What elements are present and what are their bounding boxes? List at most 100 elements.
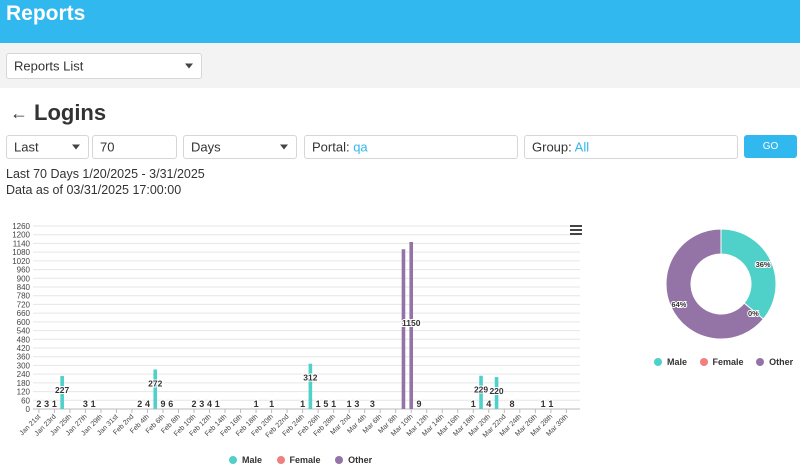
donut-legend-item-male[interactable]: Male [654,357,687,367]
bar-data-label: 2 [192,399,197,409]
donut-slice-other[interactable] [665,228,765,340]
bar-data-label: 8 [510,399,515,409]
bar-data-label: 2 [36,399,41,409]
y-tick-label: 840 [17,283,31,292]
bar-data-label: 1 [548,399,553,409]
bar-data-label: 9 [416,399,421,409]
x-tick-label: Jan 29th [80,413,104,437]
legend-female-label: Female [289,455,321,465]
x-tick-label: Jan 21st [19,413,43,437]
go-button[interactable]: GO [744,135,797,158]
reports-list-dropdown[interactable]: Reports List [6,53,202,79]
donut-legend-item-female[interactable]: Female [699,357,744,367]
bar-data-label: 1 [471,399,476,409]
range-type-dropdown[interactable]: Last [6,135,89,159]
donut-slice-label: 64% [671,300,686,309]
bar-data-label: 1 [254,399,259,409]
range-value-input[interactable]: 70 [92,135,177,159]
x-tick-label: Mar 26th [514,413,539,438]
x-tick-label: Feb 24th [282,413,307,438]
range-unit-dropdown[interactable]: Days [183,135,297,159]
bar-male[interactable] [494,377,499,409]
bar-male[interactable] [479,375,483,409]
x-tick-label: Jan 23rd [34,413,58,437]
y-tick-label: 960 [17,266,31,275]
group-label: Group: [532,139,572,155]
bar-data-label: 1 [316,399,321,409]
bar-data-label: 227 [55,385,69,395]
bar-data-label: 4 [486,399,491,409]
x-tick-label: Mar 8th [377,413,399,435]
bar-data-label: 1 [300,399,305,409]
bar-data-label: 272 [148,378,162,388]
donut-slice-label: 0% [748,309,759,318]
x-tick-label: Mar 14th [421,413,446,438]
x-tick-label: Jan 31st [96,413,120,437]
bar-data-label: 5 [323,399,328,409]
legend-item-female[interactable]: Female [276,455,321,465]
portal-field[interactable]: Portal: qa [304,135,518,159]
bar-data-label: 1 [52,399,57,409]
x-tick-label: Feb 14th [204,413,229,438]
reports-toolbar: Reports List [0,43,800,88]
donut-legend-female-label: Female [712,357,744,367]
x-tick-label: Feb 16th [219,413,244,438]
x-tick-label: Mar 24th [499,413,524,438]
y-tick-label: 1140 [13,239,31,248]
bar-data-label: 1 [331,399,336,409]
arrow-left-icon[interactable]: ← [10,103,28,123]
bar-data-label: 9 [160,399,165,409]
bar-data-label: 1 [347,399,352,409]
y-tick-label: 1080 [12,248,30,257]
y-tick-label: 540 [17,327,31,336]
legend-item-other[interactable]: Other [335,455,372,465]
bar-male[interactable] [308,363,313,409]
bar-male[interactable] [153,369,158,409]
bar-chart-legend: Male Female Other [229,455,372,465]
portal-value: qa [353,139,368,155]
x-tick-label: Mar 12th [406,413,431,438]
male-dot [654,358,662,366]
y-tick-label: 1020 [12,257,30,266]
x-tick-label: Feb 10th [173,413,198,438]
range-type-value: Last [14,139,39,155]
group-value: All [574,139,590,155]
bar-data-label: 4 [207,399,212,409]
x-tick-label: Mar 18th [452,413,477,438]
bar-data-label: 1 [541,399,546,409]
hamburger-menu-icon[interactable] [570,225,582,235]
bar-data-label: 3 [354,399,359,409]
y-tick-label: 900 [17,274,31,283]
y-tick-label: 600 [17,318,31,327]
x-tick-label: Mar 30th [545,413,570,438]
reports-list-value: Reports List [14,58,84,74]
male-dot [229,456,237,464]
donut-slice-male[interactable] [720,228,777,320]
bar-data-label: 220 [489,386,503,396]
range-value-text: 70 [100,139,115,155]
legend-item-male[interactable]: Male [229,455,262,465]
bar-other[interactable] [409,241,414,409]
x-tick-label: Mar 22nd [482,413,508,439]
donut-legend-item-other[interactable]: Other [756,357,793,367]
x-tick-label: Mar 10th [390,413,415,438]
bar-male[interactable] [60,376,64,409]
y-tick-label: 180 [17,379,31,388]
bar-other[interactable] [401,249,406,409]
donut-slice-label: 36% [756,260,771,269]
y-tick-label: 120 [17,388,31,397]
y-tick-label: 480 [17,335,31,344]
legend-male-label: Male [242,455,263,465]
y-tick-label: 420 [17,344,31,353]
chevron-down-icon [72,144,80,150]
chevron-down-icon [280,144,288,150]
y-tick-label: 780 [17,292,31,301]
app-title: Reports [6,2,86,25]
group-field[interactable]: Group: All [524,135,738,159]
bar-data-label: 3 [199,399,204,409]
bar-data-label: 3 [370,399,375,409]
date-range-text: Last 70 Days 1/20/2025 - 3/31/2025 [6,167,205,181]
y-tick-label: 1260 [12,222,30,231]
donut-legend-male-label: Male [667,357,688,367]
x-tick-label: Feb 4th [129,413,151,435]
